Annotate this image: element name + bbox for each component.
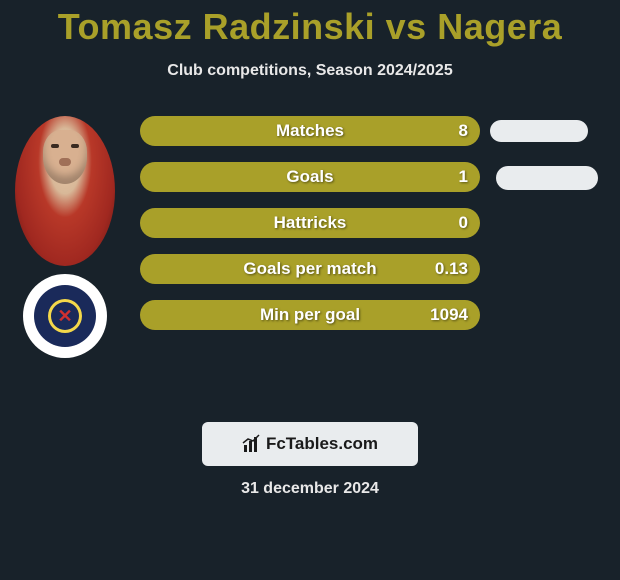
stat-row-matches: Matches 8	[140, 116, 480, 146]
crest-icon	[34, 285, 96, 347]
stat-label: Hattricks	[274, 213, 347, 233]
page-title: Tomasz Radzinski vs Nagera	[0, 0, 620, 48]
comparison-panel: Matches 8 Goals 1 Hattricks 0 Goals per …	[0, 116, 620, 396]
stat-row-hattricks: Hattricks 0	[140, 208, 480, 238]
brand-text: FcTables.com	[266, 434, 378, 454]
right-pill-2	[496, 166, 598, 190]
stat-value-left: 1094	[430, 305, 468, 325]
stat-value-left: 0.13	[435, 259, 468, 279]
page-subtitle: Club competitions, Season 2024/2025	[0, 62, 620, 80]
stat-label: Goals per match	[243, 259, 376, 279]
stat-row-gpm: Goals per match 0.13	[140, 254, 480, 284]
left-player-column	[10, 116, 120, 358]
stat-value-left: 1	[459, 167, 468, 187]
stat-value-left: 8	[459, 121, 468, 141]
stat-label: Matches	[276, 121, 344, 141]
stat-value-left: 0	[459, 213, 468, 233]
chart-icon	[242, 434, 262, 454]
player-avatar	[15, 116, 115, 266]
right-player-column	[490, 116, 610, 190]
club-crest	[23, 274, 107, 358]
stat-label: Min per goal	[260, 305, 360, 325]
brand-badge[interactable]: FcTables.com	[202, 422, 418, 466]
date-text: 31 december 2024	[0, 480, 620, 498]
stat-row-mpg: Min per goal 1094	[140, 300, 480, 330]
stats-bars: Matches 8 Goals 1 Hattricks 0 Goals per …	[140, 116, 480, 346]
stat-row-goals: Goals 1	[140, 162, 480, 192]
right-pill-1	[490, 120, 588, 142]
stat-label: Goals	[286, 167, 333, 187]
